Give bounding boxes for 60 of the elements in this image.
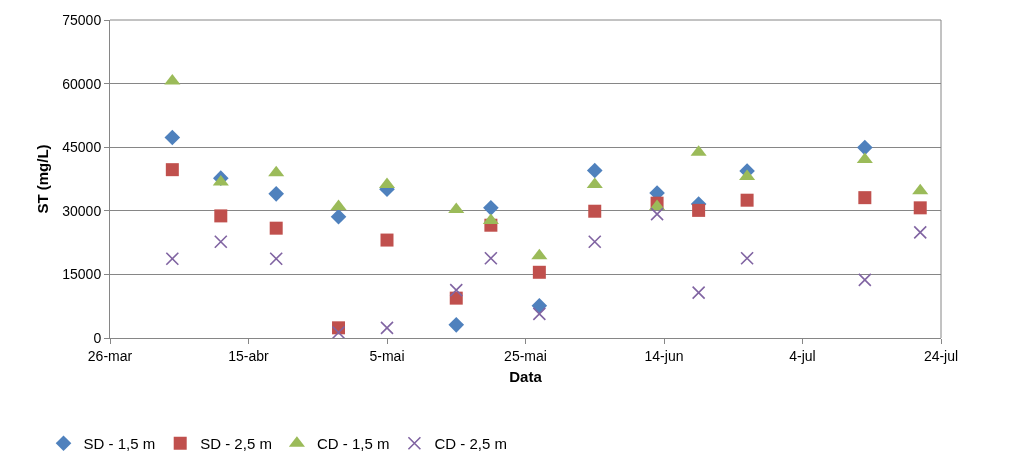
- y-axis-title: ST (mg/L): [33, 144, 51, 214]
- point: [214, 234, 228, 249]
- x-axis-title: Data: [509, 367, 543, 385]
- point: [165, 251, 180, 266]
- point: [692, 203, 706, 217]
- legend-label: SD - 2,5 m: [200, 435, 272, 453]
- point: [531, 297, 548, 314]
- point: [740, 193, 754, 207]
- y-tick-label: 75000: [62, 11, 102, 28]
- point: [269, 221, 283, 235]
- point: [858, 191, 872, 205]
- point: [484, 251, 498, 266]
- point: [449, 283, 464, 297]
- x-tick-label: 14-jun: [644, 347, 684, 364]
- y-tick-label: 0: [93, 329, 102, 346]
- point: [691, 285, 706, 300]
- point: [586, 162, 603, 179]
- point: [214, 209, 228, 223]
- x-tick-label: 4-jul: [789, 347, 816, 364]
- point: [482, 213, 499, 225]
- point: [165, 163, 179, 177]
- point: [330, 199, 347, 211]
- point: [449, 291, 463, 305]
- point: [586, 177, 603, 189]
- point: [380, 233, 394, 247]
- point: [588, 204, 602, 218]
- point: [532, 265, 546, 279]
- point: [858, 273, 872, 287]
- y-tick-label: 15000: [62, 266, 102, 283]
- point: [913, 201, 927, 215]
- x-tick-label: 26-mar: [87, 347, 133, 364]
- point: [531, 248, 548, 260]
- point: [380, 321, 394, 335]
- legend-label: SD - 1,5 m: [83, 435, 156, 453]
- point: [268, 186, 284, 202]
- point: [448, 202, 465, 214]
- point: [587, 234, 602, 249]
- point: [164, 129, 181, 146]
- point: [857, 139, 873, 156]
- point: [913, 225, 928, 240]
- x-tick-label: 5-mai: [369, 347, 405, 364]
- legend-label: CD - 2,5 m: [434, 435, 507, 453]
- y-tick-label: 30000: [62, 202, 102, 219]
- point: [650, 207, 664, 221]
- x-tick-label: 24-jul: [923, 347, 959, 364]
- point: [331, 325, 346, 340]
- x-tick-label: 15-abr: [228, 347, 270, 364]
- x-tick-label: 25-mai: [504, 347, 547, 364]
- point: [212, 174, 229, 186]
- point: [912, 183, 929, 195]
- point: [268, 165, 285, 177]
- legend-label: CD - 1,5 m: [316, 435, 390, 453]
- point: [532, 307, 547, 321]
- point: [483, 200, 499, 216]
- y-tick-label: 45000: [62, 139, 102, 156]
- y-tick-label: 60000: [62, 75, 102, 92]
- point: [330, 208, 347, 225]
- point: [448, 317, 465, 333]
- point: [269, 251, 283, 266]
- point: [740, 251, 754, 266]
